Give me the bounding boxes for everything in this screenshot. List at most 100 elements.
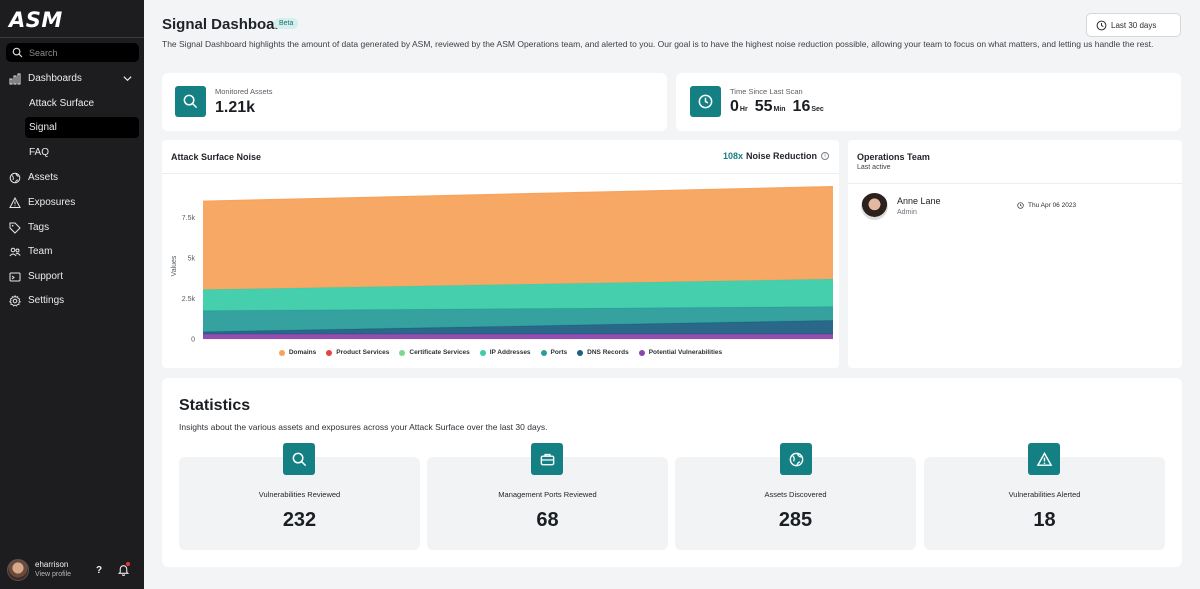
warning-icon [1036, 451, 1052, 466]
search-icon [183, 94, 198, 109]
noise-chart-card: Attack Surface Noise 108x Noise Reductio… [162, 140, 839, 368]
bell-icon[interactable] [117, 563, 130, 576]
operations-title: Operations Team [857, 152, 930, 162]
noise-reduction-label: Noise Reduction [745, 151, 817, 161]
warning-icon [9, 196, 21, 208]
globe-icon [789, 452, 803, 466]
kpi-label: Monitored Assets [215, 87, 273, 96]
stat-icon-box [531, 443, 563, 475]
area-potential-vulnerabilities [203, 334, 833, 339]
last-scan-card: Time Since Last Scan 0Hr 55Min 16Sec [676, 73, 1181, 131]
sidebar: ASM Search Dashboards Attack Surface Sig… [0, 0, 144, 589]
date-range-button[interactable]: Last 30 days [1086, 13, 1181, 37]
stat-label: Assets Discovered [764, 490, 827, 499]
scan-timer: 0Hr 55Min 16Sec [730, 98, 831, 116]
sidebar-item-label: Team [28, 246, 53, 257]
y-tick-label: 7.5k [182, 215, 196, 222]
y-tick-label: 5k [188, 255, 196, 262]
stat-card-management-ports-reviewed: Management Ports Reviewed 68 [427, 457, 668, 550]
legend-item[interactable]: Product Services [326, 349, 389, 356]
sidebar-item-dashboards[interactable]: Dashboards [6, 68, 139, 89]
line-domains [202, 186, 834, 202]
y-tick-label: 2.5k [182, 296, 196, 303]
search-placeholder: Search [29, 47, 58, 58]
legend-swatch [399, 349, 406, 356]
search-input[interactable]: Search [6, 43, 139, 62]
chart-legend: Domains Product Services Certificate Servi… [162, 349, 839, 356]
minutes-value: 55 [754, 98, 773, 115]
operations-divider [848, 183, 1182, 184]
briefcase-icon [540, 453, 554, 465]
sidebar-item-tags[interactable]: Tags [6, 217, 139, 238]
legend-label: Potential Vulnerabilities [648, 349, 723, 356]
sidebar-item-support[interactable]: Support [6, 266, 139, 287]
gear-icon [9, 294, 21, 307]
sidebar-item-label: Assets [28, 172, 59, 183]
stat-card-vulnerabilities-alerted: Vulnerabilities Alerted 18 [924, 457, 1165, 550]
minutes-unit: Min [773, 106, 786, 113]
beta-badge: Beta [274, 18, 299, 29]
legend-item[interactable]: IP Addresses [479, 349, 531, 356]
monitored-assets-card: Monitored Assets 1.21k [162, 73, 667, 131]
search-icon [12, 47, 23, 58]
chart-title: Attack Surface Noise [171, 152, 262, 162]
legend-item[interactable]: Domains [278, 349, 316, 356]
stat-icon-box [780, 443, 812, 475]
help-icon[interactable]: ? [96, 565, 103, 576]
legend-swatch [278, 349, 285, 356]
stat-value: 18 [1033, 509, 1056, 531]
sidebar-item-settings[interactable]: Settings [6, 290, 139, 311]
legend-label: Product Services [336, 349, 390, 356]
last-active-date-text: Thu Apr 06 2023 [1028, 202, 1077, 209]
clock-icon [1096, 20, 1107, 30]
seconds-value: 16 [792, 98, 811, 115]
sidebar-subitem-label: FAQ [29, 147, 50, 158]
page-title: Signal Dashboard [162, 16, 290, 33]
sidebar-subitem-faq[interactable]: FAQ [25, 142, 139, 163]
tag-icon [9, 222, 21, 234]
legend-item[interactable]: DNS Records [577, 349, 629, 356]
kpi-icon-box [175, 86, 206, 117]
clock-icon [698, 94, 713, 109]
legend-swatch [479, 349, 486, 356]
noise-reduction-value: 108x [722, 151, 743, 161]
sidebar-item-exposures[interactable]: Exposures [6, 192, 139, 213]
stat-value: 285 [778, 509, 813, 531]
chevron-down-icon[interactable] [122, 73, 133, 84]
statistics-title: Statistics [179, 397, 251, 414]
legend-item[interactable]: Ports [540, 349, 567, 356]
sidebar-subitem-attack-surface[interactable]: Attack Surface [25, 93, 139, 114]
avatar[interactable] [7, 559, 29, 581]
info-icon[interactable]: i [821, 152, 829, 160]
globe-icon [9, 172, 21, 183]
chart-divider [162, 173, 839, 174]
legend-swatch [638, 349, 645, 356]
legend-swatch [326, 349, 333, 356]
stat-value: 232 [282, 509, 317, 531]
stat-value: 68 [536, 509, 559, 531]
line-ports [202, 305, 834, 312]
sidebar-subitem-signal[interactable]: Signal [25, 117, 139, 138]
asm-logo[interactable]: ASM [9, 8, 63, 32]
view-profile-link[interactable]: View profile [35, 571, 72, 578]
operations-team-card: Operations Team Last active Anne Lane Ad… [848, 140, 1182, 368]
stat-label: Vulnerabilities Alerted [1008, 490, 1081, 499]
legend-item[interactable]: Potential Vulnerabilities [638, 349, 723, 356]
sidebar-item-label: Dashboards [28, 73, 82, 84]
legend-label: IP Addresses [489, 349, 531, 356]
sidebar-subitem-label: Attack Surface [29, 98, 95, 109]
user-profile[interactable]: eharrison View profile [7, 558, 137, 582]
hours-unit: Hr [739, 106, 748, 113]
sidebar-item-assets[interactable]: Assets [6, 167, 139, 188]
operations-subtitle: Last active [857, 164, 891, 171]
legend-label: Certificate Services [409, 349, 470, 356]
sidebar-item-team[interactable]: Team [6, 241, 139, 262]
legend-item[interactable]: Certificate Services [399, 349, 470, 356]
profile-text: eharrison View profile [35, 560, 71, 580]
page-description: The Signal Dashboard highlights the amou… [162, 39, 1154, 49]
team-icon [9, 247, 21, 256]
sidebar-item-label: Support [28, 271, 64, 282]
avatar [861, 193, 888, 220]
legend-swatch [540, 349, 547, 356]
search-icon [292, 452, 306, 466]
